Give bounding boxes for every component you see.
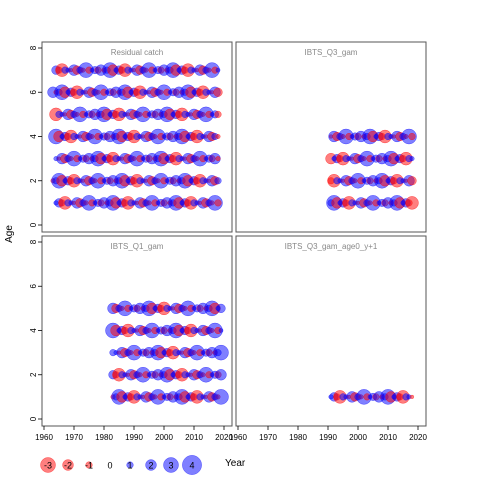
- x-tick-label: 2010: [185, 433, 203, 442]
- legend-bubble: [85, 461, 93, 469]
- y-tick-label: 4: [29, 328, 38, 333]
- residual-bubble: [213, 389, 229, 405]
- y-tick-label: 6: [29, 283, 38, 288]
- residual-bubble: [214, 110, 222, 118]
- legend-bubble: [126, 461, 134, 469]
- panel-frame: [41, 41, 233, 233]
- x-tick-label: 2010: [379, 433, 397, 442]
- y-tick-label: 2: [29, 178, 38, 183]
- x-tick-label: 1970: [259, 433, 277, 442]
- y-tick-label: 0: [29, 222, 38, 227]
- legend-bubble: [40, 457, 56, 473]
- residual-bubble: [407, 176, 417, 186]
- residual-bubble: [214, 199, 222, 207]
- legend-label: -2: [64, 461, 72, 471]
- residual-bubble: [214, 177, 222, 185]
- legend-label: 0: [107, 461, 112, 471]
- legend-label: 4: [189, 461, 194, 471]
- bubbles-layer: [47, 62, 419, 405]
- x-tick-label: 2020: [215, 433, 233, 442]
- residual-bubble: [408, 132, 416, 141]
- y-tick-label: 8: [29, 239, 38, 244]
- residual-bubble: [213, 87, 223, 97]
- y-tick-label: 2: [29, 372, 38, 377]
- panel-title: IBTS_Q3_gam: [305, 48, 358, 57]
- x-axis-label: Year: [225, 458, 246, 469]
- legend-bubble: [163, 457, 179, 473]
- legend-bubble: [182, 455, 202, 475]
- x-tick-label: 1960: [229, 433, 247, 442]
- legend-label: -1: [85, 461, 93, 471]
- y-tick-label: 8: [29, 45, 38, 50]
- y-tick-label: 4: [29, 134, 38, 139]
- residual-bubble: [218, 328, 224, 333]
- x-tick-label: 2000: [349, 433, 367, 442]
- y-tick-label: 0: [29, 416, 38, 421]
- x-tick-label: 1980: [95, 433, 113, 442]
- x-tick-label: 1990: [125, 433, 143, 442]
- x-tick-label: 2000: [155, 433, 173, 442]
- residual-bubble: [215, 67, 221, 73]
- panel-frame: [235, 235, 427, 427]
- legend-label: 3: [168, 461, 173, 471]
- legend-bubble: [62, 459, 74, 471]
- residual-bubble: [215, 369, 227, 381]
- legend-label: -3: [44, 461, 52, 471]
- residual-bubble: [215, 156, 221, 162]
- residual-bubble: [409, 156, 415, 162]
- x-tick-label: 1960: [35, 433, 53, 442]
- panel-title: Residual catch: [111, 48, 163, 57]
- residual-bubble: [409, 394, 415, 399]
- x-tick-label: 1970: [65, 433, 83, 442]
- legend-label: 1: [127, 461, 132, 471]
- legend-label: 2: [148, 461, 153, 471]
- panel-title: IBTS_Q3_gam_age0_y+1: [285, 242, 378, 251]
- y-tick-label: 6: [29, 89, 38, 94]
- residual-bubble: [215, 134, 221, 139]
- x-tick-label: 1980: [289, 433, 307, 442]
- residual-bubble: [213, 344, 229, 361]
- x-tick-label: 2020: [409, 433, 427, 442]
- panels-layer: Residual catch 0 2 4 6 8 IBTS_Q3_gam IBTS_Q1_ga…: [29, 41, 427, 442]
- panel-frame: [235, 41, 427, 233]
- residual-bubble: [405, 196, 419, 210]
- legend: -3 -2 -1 0 1 2 3 4: [40, 455, 202, 475]
- panel-frame: [41, 235, 233, 427]
- legend-bubble: [145, 459, 157, 471]
- residual-bubble: [216, 303, 226, 313]
- y-axis-label: Age: [4, 225, 15, 243]
- panel-title: IBTS_Q1_gam: [111, 242, 164, 251]
- x-tick-label: 1990: [319, 433, 337, 442]
